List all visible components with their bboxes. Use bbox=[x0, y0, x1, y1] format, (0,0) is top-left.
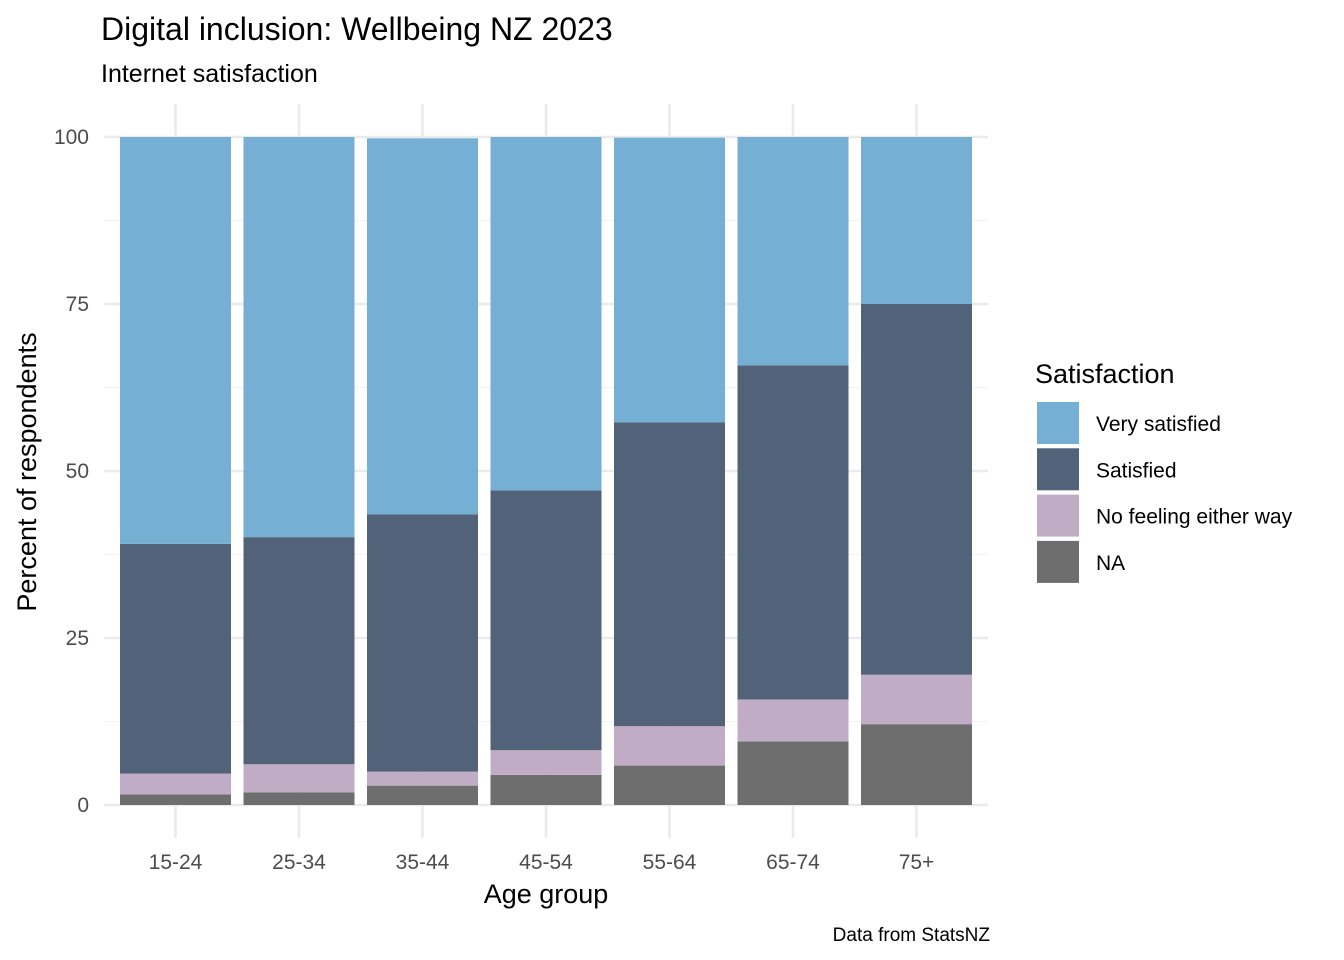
bar-segment bbox=[120, 773, 231, 795]
bar-segment bbox=[614, 137, 725, 423]
y-axis-title: Percent of respondents bbox=[12, 332, 42, 611]
bar-segment bbox=[614, 422, 725, 727]
y-tick-label: 100 bbox=[54, 126, 89, 149]
bar-segment bbox=[120, 794, 231, 805]
bar-segment bbox=[367, 138, 478, 515]
y-tick-label: 75 bbox=[66, 293, 89, 316]
bar-segment bbox=[367, 785, 478, 805]
legend-swatch bbox=[1037, 448, 1079, 491]
y-axis-ticks: 0 25 50 75 100 bbox=[54, 126, 89, 817]
chart-caption: Data from StatsNZ bbox=[833, 925, 991, 946]
x-tick-label: 45-54 bbox=[519, 851, 573, 874]
legend-swatch bbox=[1037, 494, 1079, 537]
bar-segment bbox=[490, 774, 602, 805]
bar-segment bbox=[490, 750, 602, 775]
x-tick-label: 65-74 bbox=[766, 851, 820, 874]
bar-segment bbox=[120, 137, 231, 544]
bar-segment bbox=[243, 137, 355, 538]
x-axis-title: Age group bbox=[484, 879, 609, 909]
bar-segment bbox=[490, 490, 602, 751]
bar-segment bbox=[120, 543, 231, 774]
bar-segment bbox=[367, 514, 478, 772]
bar-segment bbox=[490, 137, 602, 491]
bar-segment bbox=[367, 771, 478, 786]
bar-segment bbox=[737, 741, 849, 805]
bar-segment bbox=[737, 699, 849, 742]
x-tick-label: 75+ bbox=[899, 851, 935, 874]
bar-segment bbox=[861, 674, 972, 725]
bar-segment bbox=[243, 537, 355, 765]
x-tick-label: 35-44 bbox=[396, 851, 450, 874]
legend-swatch bbox=[1037, 540, 1079, 583]
bar-segment bbox=[861, 724, 972, 805]
legend-label: Satisfied bbox=[1096, 459, 1177, 482]
x-axis-ticks: 15-24 25-34 35-44 45-54 55-64 65-74 75+ bbox=[149, 851, 935, 874]
bar-segment bbox=[614, 726, 725, 766]
chart-subtitle: Internet satisfaction bbox=[101, 60, 318, 88]
chart-title: Digital inclusion: Wellbeing NZ 2023 bbox=[101, 11, 613, 47]
y-tick-label: 25 bbox=[66, 627, 89, 650]
x-tick-label: 15-24 bbox=[149, 851, 203, 874]
x-tick-label: 25-34 bbox=[272, 851, 326, 874]
bar-segment bbox=[861, 137, 972, 304]
legend-label: NA bbox=[1096, 552, 1125, 575]
bar-segment bbox=[737, 137, 849, 366]
legend-swatch bbox=[1037, 402, 1079, 444]
legend-label: No feeling either way bbox=[1096, 506, 1293, 529]
y-tick-label: 0 bbox=[77, 794, 89, 817]
y-tick-label: 50 bbox=[66, 460, 89, 483]
legend: Satisfaction Very satisfied Satisfied No f… bbox=[1035, 359, 1293, 583]
bars bbox=[120, 137, 972, 805]
legend-title: Satisfaction bbox=[1035, 359, 1175, 389]
bar-segment bbox=[614, 765, 725, 805]
bar-segment bbox=[243, 764, 355, 793]
bar-segment bbox=[861, 304, 972, 675]
x-tick-label: 55-64 bbox=[643, 851, 697, 874]
legend-label: Very satisfied bbox=[1096, 413, 1221, 436]
bar-segment bbox=[737, 365, 849, 700]
bar-segment bbox=[243, 792, 355, 805]
